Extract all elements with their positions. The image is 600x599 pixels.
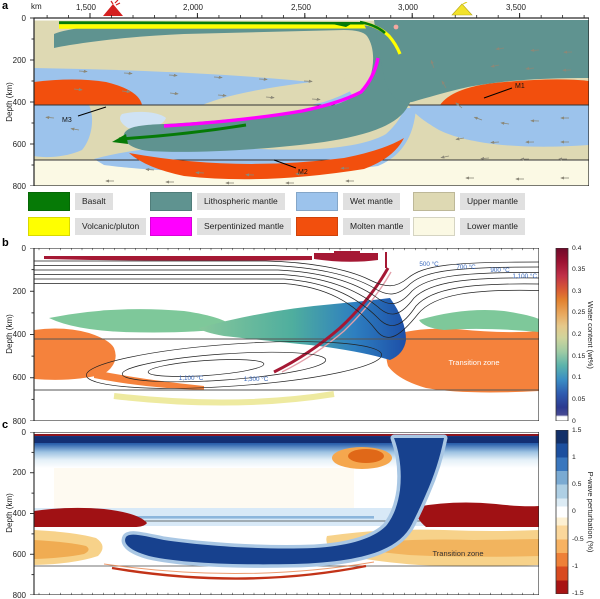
red-volcano-icon (103, 0, 123, 16)
svg-text:500 °C: 500 °C (419, 260, 439, 268)
legend-swatch-wet (296, 192, 338, 211)
wet-crust-streaks (44, 251, 392, 374)
panel-c-border (33, 432, 539, 595)
panel-b-label: b (2, 237, 9, 249)
surface-layers (59, 20, 402, 55)
panel-c-label: c (2, 419, 9, 431)
depth-axis-b: 0 200 400 600 800 (12, 243, 26, 426)
legend-swatch-upper (413, 192, 455, 211)
legend-item-lower-mantle: Lower mantle (413, 217, 573, 236)
svg-text:700 °C: 700 °C (456, 263, 476, 271)
pwave-colorbar-title: P-wave perturbation (%) (586, 471, 596, 553)
legend-item-upper-mantle: Upper mantle (413, 192, 573, 211)
molten-mantle-regions (34, 79, 589, 105)
molten-mantle-basal-arc (129, 138, 404, 180)
water-colorbar-ticks: 0.4 0.35 0.3 0.25 0.2 0.15 0.1 0.05 0 (572, 244, 586, 425)
x-tick-2500: 2,500 (290, 3, 312, 12)
legend-item-lithospheric-mantle: Lithospheric mantle (150, 192, 296, 211)
serpentinized-streak (163, 57, 380, 128)
marker-m2: M2 (298, 169, 308, 176)
temperature-contours (34, 260, 539, 389)
depth-axis-label-b: Depth (km) (4, 314, 14, 354)
legend-item-volcanic-pluton: Volcanic/pluton (28, 217, 150, 236)
pwave-colorbar-ticks: 1.5 1 0.5 0 -0.5 -1 -1.5 (572, 426, 584, 598)
marker-m3: M3 (62, 117, 72, 124)
slow-crust-line (34, 434, 539, 437)
x-tick-3500: 3,500 (505, 3, 527, 12)
panel-a-cross-section: M1 M2 M3 (30, 13, 589, 186)
x-tick-2000: 2,000 (182, 3, 204, 12)
svg-text:1,100 °C: 1,100 °C (179, 374, 204, 382)
x-tick-3000: 3,000 (397, 3, 419, 12)
lithospheric-mantle-slab (54, 20, 589, 152)
water-colorbar-title: Water content (wt%) (586, 301, 596, 369)
depth-axis-label-c: Depth (km) (4, 493, 14, 533)
temperature-labels: 500 °C 700 °C 900 °C 1,100 °C 1,100 °C 1… (179, 260, 538, 383)
legend-item-molten-mantle: Molten mantle (296, 217, 413, 236)
depth-axis-a: 0 200 400 600 800 (12, 13, 26, 191)
legend-item-basalt: Basalt (28, 192, 150, 211)
legend-swatch-volcanic (28, 217, 70, 236)
svg-text:1,100 °C: 1,100 °C (512, 272, 537, 280)
legend-swatch-basalt (28, 192, 70, 211)
transition-zone-bodies-b (34, 328, 539, 393)
pwave-colorbar (555, 430, 569, 594)
mantle-wedge-tongue (191, 76, 369, 121)
slow-basal-arc (111, 564, 367, 580)
legend-swatch-lithospheric (150, 192, 192, 211)
legend-swatch-molten (296, 217, 338, 236)
panel-c-pwave-perturbation: Transition zone (30, 432, 539, 595)
depth-axis-c: 0 200 400 600 800 (12, 427, 26, 599)
pale-melt-arc-b (113, 391, 335, 406)
slow-blob-left (34, 507, 147, 527)
melt-markers: M1 M2 M3 (62, 83, 525, 176)
transition-zone-label-c: Transition zone (433, 549, 484, 558)
depth-axis-label-a: Depth (km) (4, 82, 14, 122)
panel-a-label: a (2, 0, 9, 12)
hydrated-pockets-b (49, 309, 539, 333)
legend-swatch-serpentinized (150, 217, 192, 236)
mantle-flow-arrows (45, 47, 573, 185)
marker-m1: M1 (515, 83, 525, 90)
legend-item-wet-mantle: Wet mantle (296, 192, 413, 211)
legend: Basalt Lithospheric mantle Wet mantle Up… (28, 192, 573, 236)
legend-swatch-lower (413, 217, 455, 236)
x-axis-ticks (46, 13, 585, 18)
yellow-volcano-icon (451, 2, 473, 16)
x-tick-1500: 1,500 (75, 3, 97, 12)
legend-item-serpentinized-mantle: Serpentinized mantle (150, 217, 296, 236)
x-axis-unit: km (31, 2, 42, 11)
svg-text:1,300 °C: 1,300 °C (244, 375, 269, 383)
depth-ticks-c (30, 432, 34, 595)
basalt-deep-streak (118, 123, 247, 141)
fast-slab-core (125, 438, 444, 565)
depth-ticks-b (30, 248, 34, 421)
transition-zone-label-b: Transition zone (449, 358, 500, 367)
panel-b-border (33, 248, 539, 421)
panel-b-water-content: 500 °C 700 °C 900 °C 1,100 °C 1,100 °C 1… (30, 248, 539, 421)
water-content-colorbar (555, 248, 569, 421)
panel-a-border (33, 17, 589, 186)
slow-blob-right (415, 502, 539, 527)
svg-text:900 °C: 900 °C (490, 266, 510, 274)
